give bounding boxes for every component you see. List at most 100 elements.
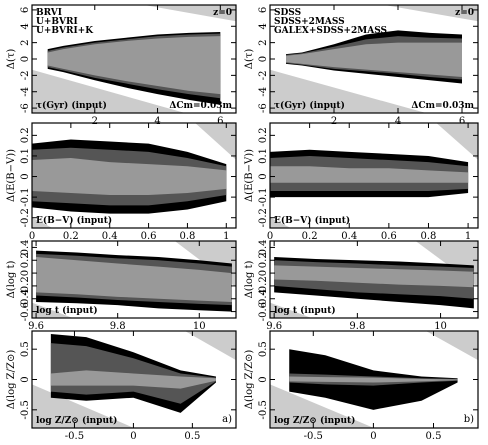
y-axis-label: Δ(τ): [244, 49, 255, 70]
legend-entry: SDSS: [274, 8, 301, 18]
excluded-region: [270, 69, 426, 113]
x-tick-label: 9.6: [266, 321, 282, 332]
x-tick-label: 0: [29, 231, 35, 242]
legend-entry: U+BVRI+K: [36, 26, 94, 36]
y-tick-label: 0.2: [20, 252, 31, 268]
legend-entry: U+BVRI: [36, 17, 78, 27]
x-axis-label: log Z/Z⊙ (input): [36, 415, 117, 426]
excluded-region: [32, 69, 185, 113]
y-tick-label: -0.2: [20, 208, 31, 227]
panel: [32, 241, 236, 318]
y-tick-label: 6: [258, 7, 269, 13]
panel: [270, 331, 478, 428]
excluded-region: [270, 302, 312, 318]
note: ΔCm=0.03m: [411, 101, 474, 111]
y-axis-label: Δ(log Z/Z⊙): [6, 350, 17, 410]
y-tick-label: 0.1: [20, 148, 31, 164]
y-tick-label: 0.4: [258, 239, 269, 255]
x-tick-label: 0.4: [341, 231, 357, 242]
x-tick-label: 1: [465, 231, 471, 242]
y-axis-label: Δ(log t): [6, 260, 17, 298]
y-tick-label: 0: [258, 56, 269, 62]
x-tick-label: 0.6: [141, 231, 157, 242]
panel: [32, 123, 236, 228]
y-tick-label: 4: [258, 23, 269, 29]
excluded-region: [270, 217, 291, 228]
y-tick-label: 0: [258, 270, 269, 276]
band: [274, 265, 474, 288]
y-axis-label: Δ(τ): [6, 49, 17, 70]
band: [270, 166, 469, 183]
panel-label: b): [464, 414, 474, 425]
y-tick-label: -0.1: [20, 187, 31, 206]
y-tick-label: -0.4: [20, 289, 31, 308]
y-tick-label: 4: [20, 23, 31, 29]
excluded-region: [32, 217, 53, 228]
y-tick-label: 0.2: [20, 127, 31, 143]
excluded-region: [32, 302, 73, 318]
y-tick-label: 0: [20, 56, 31, 62]
panel-label: a): [222, 414, 232, 425]
y-tick-label: 0.5: [258, 341, 269, 357]
excluded-region: [185, 331, 236, 361]
x-tick-label: 9.8: [349, 321, 365, 332]
x-tick-label: 4: [395, 116, 401, 127]
x-tick-label: 1: [223, 231, 229, 242]
panel: [270, 123, 478, 228]
x-tick-label: 0.2: [302, 231, 318, 242]
panel: [32, 331, 236, 428]
x-axis-label: E(B−V) (input): [274, 215, 350, 226]
y-tick-label: 0: [20, 376, 31, 382]
x-tick-label: 10: [434, 321, 447, 332]
y-axis-label: Δ(E(B−V)): [6, 149, 17, 202]
x-tick-label: 2: [92, 116, 98, 127]
panel: [32, 5, 236, 113]
x-tick-label: 0.4: [102, 231, 118, 242]
x-tick-label: 6: [217, 116, 223, 127]
note: ΔCm=0.03m: [169, 101, 232, 111]
band: [50, 370, 216, 389]
annotation: z=0: [455, 8, 474, 18]
x-tick-label: 9.6: [28, 321, 44, 332]
x-tick-label: 0.8: [421, 231, 437, 242]
x-tick-label: 9.8: [110, 321, 126, 332]
y-tick-label: 0.2: [258, 252, 269, 268]
y-tick-label: 2: [258, 39, 269, 45]
excluded-region: [144, 5, 236, 22]
legend-entry: GALEX+SDSS+2MASS: [274, 26, 387, 36]
y-tick-label: -2: [20, 70, 31, 80]
frame: [31, 122, 237, 229]
x-tick-label: 0.8: [179, 231, 195, 242]
band: [32, 158, 227, 196]
excluded-region: [415, 241, 478, 288]
y-tick-label: -6: [258, 103, 269, 113]
y-tick-label: -0.5: [258, 400, 269, 419]
excluded-region: [436, 123, 478, 160]
x-tick-label: -0.5: [304, 431, 323, 442]
y-tick-label: -0.4: [258, 289, 269, 308]
y-axis-label: Δ(log t): [244, 260, 255, 298]
y-tick-label: 0.2: [258, 127, 269, 143]
annotation: z=0: [213, 8, 232, 18]
x-axis-label: τ(Gyr) (input): [274, 100, 345, 111]
excluded-region: [174, 241, 236, 288]
x-axis-label: log t (input): [274, 305, 336, 316]
y-tick-label: -0.2: [258, 276, 269, 295]
x-axis-label: τ(Gyr) (input): [36, 100, 107, 111]
y-tick-label: 0: [258, 376, 269, 382]
x-tick-label: 0: [267, 231, 273, 242]
y-tick-label: 0: [20, 173, 31, 179]
y-tick-label: -0.6: [258, 302, 269, 321]
x-tick-label: 0.5: [426, 431, 442, 442]
excluded-region: [195, 123, 236, 160]
legend-entry: BRVI: [36, 8, 62, 18]
panel: [270, 241, 478, 318]
frame: [269, 122, 479, 229]
frame: [269, 240, 479, 319]
x-tick-label: 0: [130, 431, 136, 442]
x-tick-label: -0.5: [65, 431, 84, 442]
y-tick-label: 0.5: [20, 341, 31, 357]
x-tick-label: 6: [459, 116, 465, 127]
x-tick-label: 0.6: [381, 231, 397, 242]
